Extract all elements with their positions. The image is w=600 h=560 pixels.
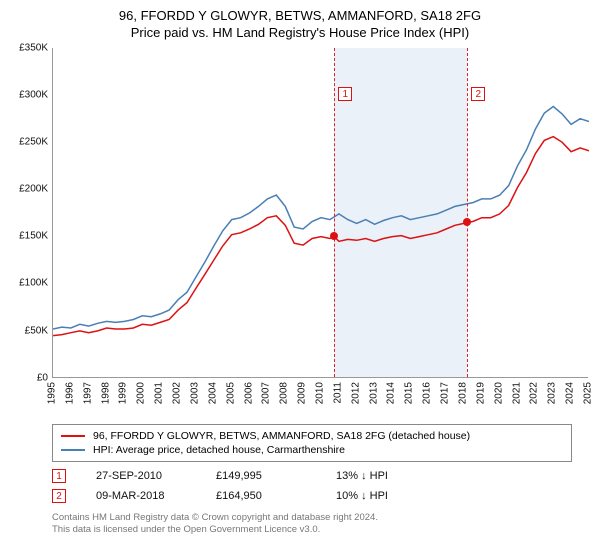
legend: 96, FFORDD Y GLOWYR, BETWS, AMMANFORD, S… [52, 424, 572, 462]
x-tick-label: 2021 [511, 382, 522, 404]
legend-row: 96, FFORDD Y GLOWYR, BETWS, AMMANFORD, S… [61, 429, 563, 443]
y-tick-label: £150K [19, 231, 48, 242]
x-tick-label: 1996 [64, 382, 75, 404]
marker-table-row: 1 27-SEP-2010 £149,995 13% ↓ HPI [52, 466, 572, 486]
event-marker-box: 1 [338, 87, 352, 101]
x-tick-label: 2010 [315, 382, 326, 404]
x-tick-label: 1997 [82, 382, 93, 404]
event-marker-box: 2 [471, 87, 485, 101]
plot-area: 12 [52, 48, 588, 378]
x-tick-label: 2017 [440, 382, 451, 404]
legend-row: HPI: Average price, detached house, Carm… [61, 443, 563, 457]
legend-label: HPI: Average price, detached house, Carm… [93, 444, 345, 456]
series-svg [53, 48, 589, 378]
marker-delta: 10% ↓ HPI [336, 490, 426, 502]
attribution: Contains HM Land Registry data © Crown c… [52, 512, 572, 537]
y-tick-label: £100K [19, 278, 48, 289]
x-tick-label: 2001 [154, 382, 165, 404]
marker-delta: 13% ↓ HPI [336, 470, 426, 482]
marker-number-box: 1 [52, 469, 66, 483]
y-tick-label: £350K [19, 42, 48, 53]
x-tick-label: 2007 [261, 382, 272, 404]
x-tick-label: 2014 [386, 382, 397, 404]
y-axis: £0£50K£100K£150K£200K£250K£300K£350K [12, 48, 52, 378]
y-tick-label: £300K [19, 89, 48, 100]
event-vline [334, 48, 335, 377]
y-tick-label: £250K [19, 137, 48, 148]
marker-number-box: 2 [52, 489, 66, 503]
x-tick-label: 1995 [47, 382, 58, 404]
x-tick-label: 2012 [350, 382, 361, 404]
x-tick-label: 2011 [332, 382, 343, 404]
x-tick-label: 2000 [136, 382, 147, 404]
x-tick-label: 2008 [279, 382, 290, 404]
marker-date: 27-SEP-2010 [96, 470, 186, 482]
marker-table: 1 27-SEP-2010 £149,995 13% ↓ HPI 2 09-MAR-201… [52, 466, 572, 506]
x-tick-label: 2004 [207, 382, 218, 404]
legend-label: 96, FFORDD Y GLOWYR, BETWS, AMMANFORD, S… [93, 430, 470, 442]
x-tick-label: 2019 [475, 382, 486, 404]
x-axis: 1995199619971998199920002001200220032004… [52, 378, 588, 418]
series-price_paid [53, 136, 589, 335]
title-subtitle: Price paid vs. HM Land Registry's House … [10, 25, 590, 42]
series-marker-dot [330, 232, 338, 240]
x-tick-label: 2002 [172, 382, 183, 404]
marker-date: 09-MAR-2018 [96, 490, 186, 502]
series-marker-dot [463, 218, 471, 226]
x-tick-label: 1998 [100, 382, 111, 404]
event-vline [467, 48, 468, 377]
title-block: 96, FFORDD Y GLOWYR, BETWS, AMMANFORD, S… [10, 8, 590, 42]
y-tick-label: £200K [19, 184, 48, 195]
x-tick-label: 2013 [368, 382, 379, 404]
x-tick-label: 1999 [118, 382, 129, 404]
marker-price: £149,995 [216, 470, 306, 482]
x-tick-label: 2016 [422, 382, 433, 404]
x-tick-label: 2018 [457, 382, 468, 404]
x-tick-label: 2009 [297, 382, 308, 404]
title-address: 96, FFORDD Y GLOWYR, BETWS, AMMANFORD, S… [10, 8, 590, 25]
x-tick-label: 2005 [225, 382, 236, 404]
x-tick-label: 2006 [243, 382, 254, 404]
y-tick-label: £50K [25, 325, 48, 336]
attribution-line: Contains HM Land Registry data © Crown c… [52, 512, 572, 524]
legend-swatch [61, 435, 85, 437]
marker-table-row: 2 09-MAR-2018 £164,950 10% ↓ HPI [52, 486, 572, 506]
x-tick-label: 2003 [189, 382, 200, 404]
legend-swatch [61, 449, 85, 451]
x-tick-label: 2025 [583, 382, 594, 404]
x-tick-label: 2023 [547, 382, 558, 404]
series-hpi [53, 106, 589, 329]
marker-price: £164,950 [216, 490, 306, 502]
plot-wrap: £0£50K£100K£150K£200K£250K£300K£350K 12 … [12, 48, 590, 418]
chart-container: 96, FFORDD Y GLOWYR, BETWS, AMMANFORD, S… [0, 0, 600, 560]
x-tick-label: 2015 [404, 382, 415, 404]
x-tick-label: 2022 [529, 382, 540, 404]
attribution-line: This data is licensed under the Open Gov… [52, 524, 572, 536]
x-tick-label: 2024 [565, 382, 576, 404]
x-tick-label: 2020 [493, 382, 504, 404]
